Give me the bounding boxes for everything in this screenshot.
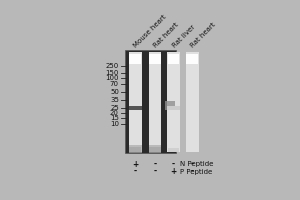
Text: 250: 250 (106, 63, 119, 69)
Text: -: - (190, 160, 194, 169)
Text: 150: 150 (106, 70, 119, 76)
Bar (168, 54, 179, 64)
Bar (148, 145, 161, 153)
Text: +: + (132, 160, 138, 169)
Bar (167, 106, 180, 110)
Text: 70: 70 (110, 81, 119, 87)
Text: 100: 100 (105, 75, 119, 81)
Bar (165, 101, 175, 110)
Text: 50: 50 (110, 89, 119, 95)
Text: P Peptide: P Peptide (181, 169, 213, 175)
Bar (167, 52, 180, 152)
Bar (148, 52, 161, 152)
Text: -: - (190, 167, 194, 176)
Bar (129, 145, 142, 153)
Bar (186, 54, 198, 64)
Text: -: - (172, 160, 175, 169)
Text: N Peptide: N Peptide (181, 161, 214, 167)
Bar (125, 50, 176, 153)
Text: -: - (153, 160, 157, 169)
Text: 15: 15 (110, 115, 119, 121)
Bar (130, 54, 141, 64)
Text: 20: 20 (110, 110, 119, 116)
Bar (129, 106, 142, 110)
Bar (168, 148, 179, 152)
Text: -: - (134, 167, 137, 176)
Bar (149, 54, 160, 64)
Text: Mouse heart: Mouse heart (133, 14, 168, 49)
Text: 10: 10 (110, 121, 119, 127)
Text: Rat heart: Rat heart (153, 21, 180, 49)
Bar (149, 147, 160, 152)
Text: 25: 25 (110, 105, 119, 111)
Text: Rat liver: Rat liver (171, 24, 196, 49)
Text: -: - (153, 167, 157, 176)
Bar (130, 147, 141, 152)
Text: +: + (170, 167, 177, 176)
Text: 35: 35 (110, 97, 119, 103)
Bar (129, 52, 142, 152)
Text: Rat heart: Rat heart (190, 21, 217, 49)
Bar (186, 52, 199, 152)
